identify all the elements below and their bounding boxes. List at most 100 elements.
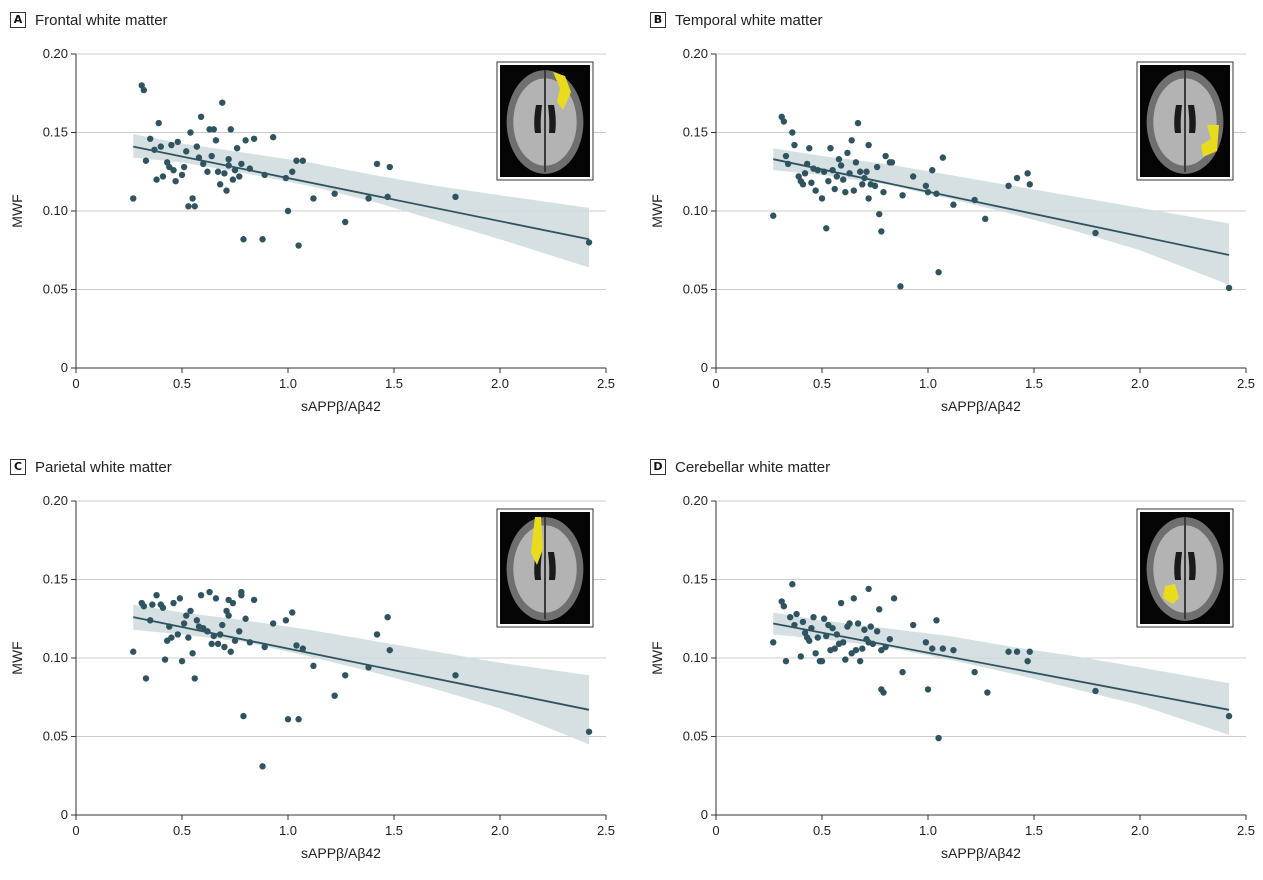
data-point <box>342 218 349 226</box>
data-point <box>780 602 788 610</box>
panel-letter: C <box>10 459 26 475</box>
highlighted-region <box>531 517 543 565</box>
data-point <box>147 617 154 624</box>
data-point <box>933 617 940 624</box>
panel-letter: D <box>650 459 666 475</box>
y-ticks: 0 0.05 0.10 0.15 0.20 <box>683 46 716 375</box>
data-point <box>166 623 173 630</box>
data-point <box>806 145 813 152</box>
data-point <box>924 686 932 693</box>
data-point <box>191 675 198 682</box>
ventricle-left <box>1174 105 1182 133</box>
data-point <box>246 639 254 646</box>
data-point <box>157 143 164 150</box>
data-point <box>876 210 883 218</box>
data-point <box>867 623 874 630</box>
data-point <box>206 588 213 596</box>
x-tick-label: 1.5 <box>1025 376 1043 391</box>
data-point <box>873 163 881 171</box>
data-point <box>793 610 800 618</box>
y-tick-label: 0.15 <box>683 572 708 587</box>
x-axis-label: sAPPβ/Aβ42 <box>941 845 1021 861</box>
data-point <box>1005 182 1012 190</box>
data-point <box>216 181 224 188</box>
data-point <box>293 642 300 649</box>
y-tick-label: 0.20 <box>43 493 68 508</box>
data-point <box>780 118 788 125</box>
x-axis-label: sAPPβ/Aβ42 <box>301 845 381 861</box>
y-ticks: 0 0.05 0.10 0.15 0.20 <box>43 493 76 822</box>
data-point <box>225 155 232 163</box>
x-tick-label: 0 <box>72 376 79 391</box>
y-tick-label: 0.15 <box>683 125 708 140</box>
x-tick-label: 2.5 <box>1237 823 1255 838</box>
y-tick-label: 0.10 <box>43 203 68 218</box>
highlighted-region <box>1201 125 1219 157</box>
data-point <box>873 628 881 635</box>
data-point <box>183 148 190 155</box>
data-point <box>791 141 798 149</box>
x-tick-label: 1.0 <box>919 823 937 838</box>
data-point <box>242 615 249 622</box>
data-point <box>365 195 372 202</box>
x-tick-label: 1.5 <box>385 823 403 838</box>
x-tick-label: 1.5 <box>385 376 403 391</box>
data-point <box>1024 657 1031 665</box>
x-tick-label: 1.0 <box>919 376 937 391</box>
data-point <box>269 134 277 141</box>
x-ticks: 0 0.5 1.0 1.5 2.0 2.5 <box>72 368 615 391</box>
data-point <box>825 177 832 185</box>
x-tick-label: 2.5 <box>597 823 615 838</box>
x-tick-label: 2.5 <box>1237 376 1255 391</box>
data-point <box>812 187 819 194</box>
data-point <box>293 157 300 164</box>
data-point <box>909 173 917 180</box>
data-point <box>282 617 290 624</box>
data-point <box>844 149 851 157</box>
data-point <box>233 145 241 152</box>
data-point <box>852 646 860 654</box>
data-point <box>861 626 868 633</box>
data-point <box>197 592 205 599</box>
data-point <box>812 650 819 657</box>
data-point <box>924 188 932 196</box>
data-point <box>820 615 828 622</box>
data-point <box>865 141 872 149</box>
data-point <box>452 193 459 201</box>
data-point <box>174 138 181 146</box>
data-points <box>770 113 1233 292</box>
data-point <box>850 595 857 602</box>
data-point <box>782 152 790 160</box>
data-point <box>386 163 393 171</box>
data-point <box>929 166 936 174</box>
data-point <box>384 613 391 621</box>
data-point <box>856 168 864 175</box>
x-ticks: 0 0.5 1.0 1.5 2.0 2.5 <box>72 815 615 838</box>
scatter-plot: 0 0.05 0.10 0.15 0.20 0 0.5 1.0 1.5 2.0 2.5 sAPPβ/A… <box>649 46 1255 414</box>
data-point <box>871 182 879 190</box>
data-point <box>939 154 947 161</box>
y-tick-label: 0.05 <box>43 729 68 744</box>
data-point <box>899 192 906 199</box>
data-point <box>284 716 292 723</box>
y-axis-label: MWF <box>9 194 25 227</box>
x-tick-label: 0 <box>72 823 79 838</box>
data-point <box>861 174 868 182</box>
x-tick-label: 2.0 <box>491 823 509 838</box>
data-point <box>782 657 790 665</box>
x-tick-label: 1.0 <box>279 376 297 391</box>
data-point <box>246 165 254 172</box>
data-point <box>789 129 796 136</box>
scatter-plot: 0 0.05 0.10 0.15 0.20 0 0.5 1.0 1.5 2.0 2.5 sAPPβ/A… <box>9 46 615 414</box>
data-point <box>846 170 853 177</box>
data-point <box>984 689 991 696</box>
data-point <box>147 135 154 142</box>
data-point <box>820 168 828 175</box>
data-point <box>170 166 177 174</box>
x-tick-label: 0.5 <box>813 823 831 838</box>
data-point <box>840 639 847 646</box>
data-point <box>310 195 317 202</box>
data-point <box>178 171 186 179</box>
data-point <box>1005 648 1012 655</box>
data-point <box>846 620 853 627</box>
